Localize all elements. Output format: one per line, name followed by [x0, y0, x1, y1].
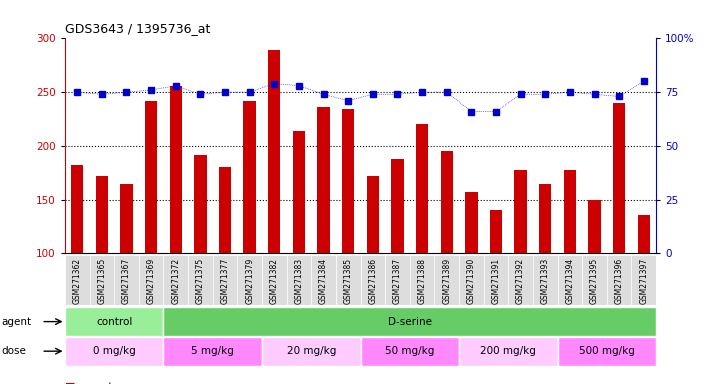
Bar [392, 159, 404, 361]
Bar [194, 154, 206, 361]
Bar [367, 176, 379, 361]
Bar [416, 124, 428, 361]
Bar [89, 255, 114, 305]
Text: GSM271375: GSM271375 [196, 258, 205, 304]
Bar [293, 131, 305, 361]
Text: GSM271386: GSM271386 [368, 258, 377, 304]
Text: dose: dose [1, 346, 27, 356]
Bar [262, 255, 286, 305]
Bar [164, 307, 656, 336]
Text: GSM271395: GSM271395 [590, 258, 599, 304]
Text: GSM271390: GSM271390 [467, 258, 476, 304]
Bar [114, 255, 138, 305]
Text: GSM271379: GSM271379 [245, 258, 254, 304]
Text: agent: agent [1, 316, 32, 327]
Bar [607, 255, 632, 305]
Text: GSM271382: GSM271382 [270, 258, 279, 304]
Text: 5 mg/kg: 5 mg/kg [191, 346, 234, 356]
Bar [219, 167, 231, 361]
Text: GSM271372: GSM271372 [172, 258, 180, 304]
Text: GSM271365: GSM271365 [97, 258, 106, 304]
Text: 500 mg/kg: 500 mg/kg [579, 346, 634, 356]
Bar [515, 170, 527, 361]
Text: GSM271388: GSM271388 [417, 258, 427, 304]
Bar [145, 101, 157, 361]
Text: GDS3643 / 1395736_at: GDS3643 / 1395736_at [65, 22, 211, 35]
Bar [317, 107, 329, 361]
Bar [583, 255, 607, 305]
Bar [632, 255, 656, 305]
Text: ■: ■ [65, 382, 76, 384]
Bar [441, 151, 453, 361]
Text: 20 mg/kg: 20 mg/kg [286, 346, 336, 356]
Bar [96, 176, 108, 361]
Text: GSM271387: GSM271387 [393, 258, 402, 304]
Bar [459, 255, 484, 305]
Text: GSM271367: GSM271367 [122, 258, 131, 304]
Bar [120, 184, 133, 361]
Bar [164, 337, 262, 366]
Bar [434, 255, 459, 305]
Bar [637, 215, 650, 361]
Text: GSM271385: GSM271385 [344, 258, 353, 304]
Text: GSM271362: GSM271362 [73, 258, 81, 304]
Bar [286, 255, 311, 305]
Bar [65, 255, 89, 305]
Text: GSM271383: GSM271383 [294, 258, 304, 304]
Text: 50 mg/kg: 50 mg/kg [385, 346, 435, 356]
Bar [465, 192, 477, 361]
Bar [410, 255, 434, 305]
Bar [65, 307, 164, 336]
Bar [213, 255, 237, 305]
Bar [65, 337, 164, 366]
Text: GSM271384: GSM271384 [319, 258, 328, 304]
Bar [268, 50, 280, 361]
Text: GSM271391: GSM271391 [492, 258, 500, 304]
Text: GSM271392: GSM271392 [516, 258, 525, 304]
Bar [385, 255, 410, 305]
Bar [564, 170, 576, 361]
Text: 0 mg/kg: 0 mg/kg [93, 346, 136, 356]
Bar [237, 255, 262, 305]
Text: GSM271389: GSM271389 [442, 258, 451, 304]
Bar [557, 337, 656, 366]
Bar [539, 184, 552, 361]
Text: GSM271377: GSM271377 [221, 258, 229, 304]
Bar [262, 337, 360, 366]
Text: count: count [83, 382, 112, 384]
Bar [490, 210, 502, 361]
Bar [360, 255, 385, 305]
Text: control: control [96, 316, 133, 327]
Bar [71, 165, 84, 361]
Bar [138, 255, 164, 305]
Bar [484, 255, 508, 305]
Bar [244, 101, 256, 361]
Bar [336, 255, 360, 305]
Bar [459, 337, 557, 366]
Bar [557, 255, 583, 305]
Bar [360, 337, 459, 366]
Bar [311, 255, 336, 305]
Bar [508, 255, 533, 305]
Bar [588, 200, 601, 361]
Text: D-serine: D-serine [388, 316, 432, 327]
Text: GSM271396: GSM271396 [615, 258, 624, 304]
Text: GSM271369: GSM271369 [146, 258, 156, 304]
Bar [533, 255, 557, 305]
Text: GSM271394: GSM271394 [565, 258, 575, 304]
Bar [342, 109, 354, 361]
Text: 200 mg/kg: 200 mg/kg [480, 346, 536, 356]
Bar [188, 255, 213, 305]
Text: GSM271397: GSM271397 [640, 258, 648, 304]
Bar [164, 255, 188, 305]
Bar [169, 86, 182, 361]
Bar [613, 103, 625, 361]
Text: GSM271393: GSM271393 [541, 258, 549, 304]
